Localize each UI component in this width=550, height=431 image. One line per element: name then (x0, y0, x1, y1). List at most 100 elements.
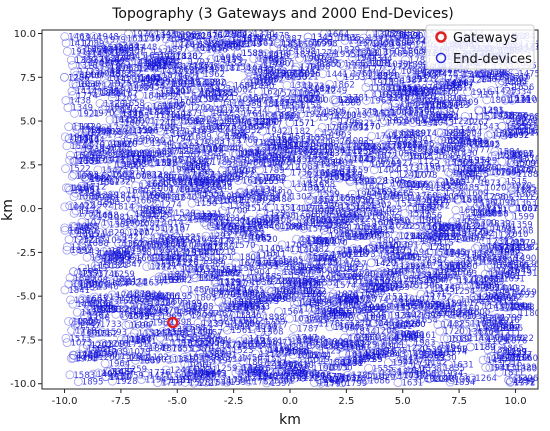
end-device-point (127, 75, 137, 84)
end-device-point (281, 131, 291, 141)
end-device-label: 1915 (223, 30, 245, 40)
end-device-point (195, 63, 205, 73)
end-device-point (244, 81, 254, 91)
end-device-label: 1631 (452, 361, 474, 371)
end-device-label: 1171 (479, 90, 501, 100)
end-device-point (313, 307, 323, 317)
end-device-label: 1582 (278, 361, 300, 371)
end-device-label: 1561 (231, 326, 253, 336)
end-device-label: 1194 (145, 376, 167, 386)
end-device-label: 1668 (328, 226, 350, 236)
end-device-point (294, 262, 304, 272)
end-device-point (384, 188, 394, 198)
end-device-label: 1415 (150, 292, 172, 302)
end-device-label: 1706 (286, 241, 308, 251)
data-annotation: 1393 (505, 77, 527, 87)
end-device-label: 1608 (309, 63, 331, 73)
end-device-point (481, 332, 491, 342)
end-device-label: 1574 (276, 89, 298, 99)
end-device-label: 1538 (420, 365, 442, 375)
end-device-point (484, 110, 494, 120)
end-device-label: 1012 (489, 333, 511, 343)
end-device-point (234, 296, 244, 306)
end-device-label: 1246 (513, 151, 535, 161)
end-device-label: 1019 (309, 84, 331, 94)
data-annotation: 1677 (321, 373, 343, 383)
end-device-point (166, 97, 176, 107)
data-annotation: 1466 (158, 292, 180, 302)
end-device-label: 1896 (507, 111, 529, 121)
end-device-point (472, 201, 482, 211)
end-device-label: 1893 (114, 275, 136, 285)
end-device-point (154, 274, 164, 284)
end-device-point (314, 128, 324, 137)
end-device-label: 1761 (242, 110, 264, 120)
y-tick-label: -2.5 (16, 248, 36, 259)
end-device-label: 1607 (243, 122, 265, 132)
end-device-point (94, 81, 103, 91)
end-device-point (281, 270, 291, 280)
end-device-label: 1020 (485, 184, 507, 194)
end-device-point (356, 196, 366, 206)
end-device-point (460, 155, 470, 165)
end-device-label: 1469 (204, 64, 226, 74)
end-device-point (433, 83, 443, 93)
x-tick-label: 10.0 (504, 396, 526, 407)
end-device-label: 1529 (476, 157, 498, 167)
end-device-label: 1213 (469, 159, 491, 169)
end-device-point (194, 256, 203, 266)
end-device-point (410, 234, 420, 244)
end-device-label: 1779 (357, 208, 379, 218)
end-device-label: 1636 (242, 176, 264, 186)
end-device-label: 1692 (220, 270, 242, 280)
end-device-label: 1043 (386, 268, 408, 278)
end-device-label: 1706 (339, 117, 361, 127)
end-device-label: 1685 (260, 273, 282, 283)
end-device-point (191, 87, 201, 96)
data-annotation: 1623 (215, 122, 237, 132)
end-device-point (355, 182, 365, 191)
end-device-point (156, 86, 166, 96)
end-device-label: 1143 (78, 247, 100, 257)
end-device-label: 1337 (346, 357, 368, 367)
end-device-label: 1232 (198, 192, 220, 202)
end-device-label: 1771 (120, 153, 142, 163)
end-device-label: 1422 (73, 202, 95, 212)
end-device-point (314, 156, 324, 166)
end-device-point (223, 30, 233, 40)
end-device-label: 1220 (406, 344, 428, 354)
end-device-point (497, 177, 507, 187)
end-device-label: 1706 (77, 351, 99, 361)
data-annotation: 1660 (147, 180, 169, 190)
end-device-point (301, 83, 310, 93)
end-device-label: 1089 (139, 356, 161, 366)
end-device-label: 1104 (142, 292, 164, 302)
end-device-point (300, 62, 310, 71)
end-device-label: 1637 (271, 58, 293, 68)
end-device-label: 1995 (109, 254, 131, 264)
end-device-point (87, 345, 96, 355)
end-device-point (265, 59, 275, 68)
end-device-point (433, 93, 443, 103)
end-device-label: 1769 (122, 137, 144, 147)
end-device-label: 1945 (177, 178, 199, 188)
end-device-label: 1115 (373, 226, 395, 236)
y-tick-label: 5.0 (20, 117, 36, 128)
end-device-label: 1963 (356, 334, 378, 344)
end-device-label: 1630 (292, 361, 314, 371)
data-annotation: 1359 (131, 126, 153, 136)
data-annotation: 1239 (352, 147, 374, 157)
end-device-label: 1043 (247, 64, 269, 74)
data-annotation: 1855 (217, 89, 239, 99)
end-device-point (444, 116, 454, 126)
end-device-point (316, 378, 326, 388)
end-device-label: 1125 (125, 336, 147, 346)
end-device-label: 1124 (110, 86, 132, 96)
end-device-point (204, 313, 214, 323)
end-device-label: 1559 (454, 310, 476, 320)
end-device-label: 1513 (99, 262, 121, 272)
end-device-label: 1298 (274, 212, 296, 222)
end-device-point (504, 212, 514, 222)
end-device-point (500, 260, 509, 270)
end-device-label: 1351 (274, 204, 296, 214)
